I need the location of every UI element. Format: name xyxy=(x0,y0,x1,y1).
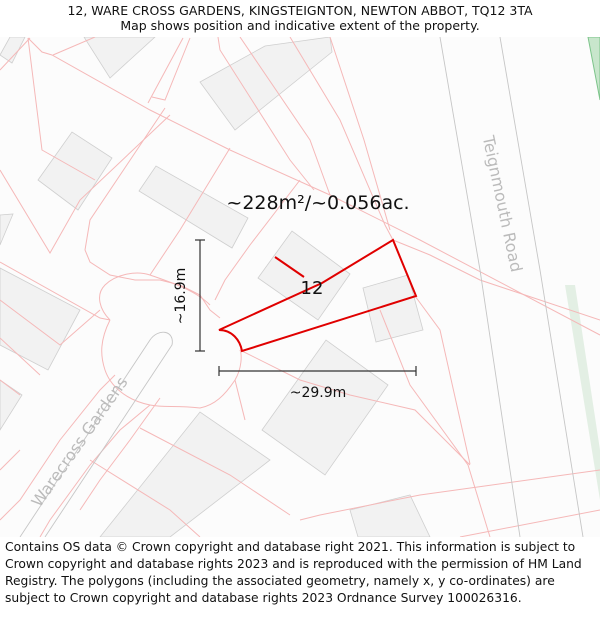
area-label: ~228m²/~0.056ac. xyxy=(226,192,409,214)
road-edges xyxy=(19,37,584,537)
teignmouth-road-label: Teignmouth Road xyxy=(478,133,526,274)
map-header: 12, WARE CROSS GARDENS, KINGSTEIGNTON, N… xyxy=(0,0,600,37)
property-map[interactable]: ~228m²/~0.056ac. 12 ~16.9m ~29.9m Teignm… xyxy=(0,37,600,537)
property-address: 12, WARE CROSS GARDENS, KINGSTEIGNTON, N… xyxy=(67,3,533,18)
green-area xyxy=(565,37,600,500)
height-dimension-label: ~16.9m xyxy=(173,268,189,325)
plot-number-label: 12 xyxy=(301,278,324,299)
copyright-notice: Contains OS data © Crown copyright and d… xyxy=(5,540,582,605)
dimension-lines xyxy=(195,239,417,376)
parcel-boundaries xyxy=(0,37,600,537)
width-dimension-label: ~29.9m xyxy=(290,385,347,401)
property-boundary[interactable] xyxy=(218,238,418,353)
map-subtitle: Map shows position and indicative extent… xyxy=(120,18,480,33)
buildings xyxy=(0,37,431,537)
warecross-gardens-label: Warecross Gardens xyxy=(27,373,131,510)
